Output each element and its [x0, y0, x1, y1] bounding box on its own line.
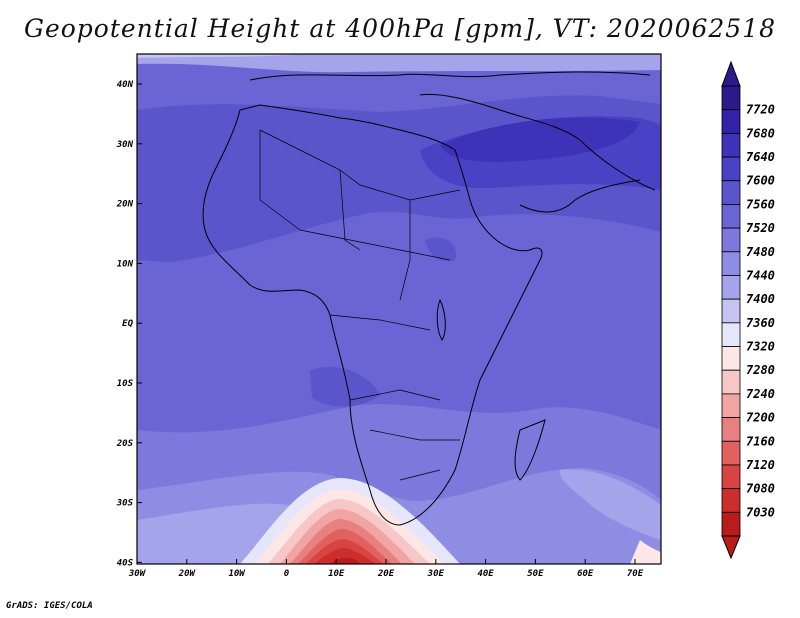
colorbar-label: 7640	[746, 150, 775, 164]
colorbar-segment	[721, 488, 741, 513]
colorbar-segment	[721, 369, 741, 395]
colorbar-segment	[721, 275, 741, 300]
longitude-label: 20E	[377, 569, 395, 579]
colorbar-segment	[721, 132, 741, 158]
latitude-label: 40N	[117, 80, 134, 90]
colorbar-segment	[721, 85, 741, 111]
colorbar-label: 7120	[746, 458, 775, 472]
colorbar-segment	[721, 464, 741, 490]
longitude-axis: 30W 20W 10W 0 10E 20E 30E 40E 50E 60E 70E	[128, 559, 644, 579]
colorbar-segment	[721, 180, 741, 205]
colorbar-label: 7480	[746, 245, 775, 259]
colorbar-segment	[721, 440, 741, 466]
colorbar: 7720 7680 7640 7600 7560 7520 7480 7440 7400 7360…	[721, 60, 775, 560]
longitude-label: 40E	[477, 569, 494, 579]
latitude-label: 30N	[116, 140, 134, 150]
colorbar-label: 7400	[746, 292, 775, 306]
colorbar-segment	[721, 156, 741, 182]
latitude-label: 20S	[116, 439, 134, 449]
country-borders	[259, 129, 461, 481]
height-field	[137, 54, 661, 564]
chart-title: Geopotential Height at 400hPa [gpm], VT:…	[23, 14, 777, 43]
colorbar-label: 7520	[746, 221, 775, 235]
colorbar-label: 7030	[746, 505, 775, 519]
colorbar-segment	[721, 298, 741, 324]
colorbar-label: 7320	[746, 340, 775, 354]
colorbar-label: 7280	[746, 363, 775, 377]
colorbar-label: 7680	[746, 126, 775, 140]
colorbar-segment	[721, 417, 741, 442]
longitude-label: 0	[284, 569, 290, 579]
latitude-label: 10S	[117, 379, 134, 389]
coastlines	[202, 71, 656, 526]
latitude-label: EQ	[122, 319, 133, 329]
longitude-label: 70E	[627, 569, 644, 579]
footer-credit: GrADS: IGES/COLA	[6, 601, 93, 611]
latitude-label: 30S	[116, 499, 134, 509]
colorbar-segment	[721, 109, 741, 134]
latitude-label: 20N	[116, 200, 134, 210]
longitude-label: 10E	[328, 569, 345, 579]
latitude-axis: 40N 30N 20N 10N EQ 10S 20S 30S 40S	[116, 80, 142, 568]
colorbar-label: 7200	[746, 411, 775, 425]
longitude-label: 50E	[527, 569, 544, 579]
colorbar-segment	[721, 204, 741, 229]
colorbar-label: 7600	[746, 174, 775, 188]
colorbar-label: 7240	[746, 387, 775, 401]
longitude-label: 60E	[577, 569, 594, 579]
colorbar-segment	[721, 511, 741, 537]
colorbar-label: 7160	[746, 434, 775, 448]
colorbar-segment	[721, 251, 741, 276]
map-frame	[136, 53, 662, 565]
longitude-label: 20W	[178, 569, 197, 579]
longitude-label: 10W	[228, 569, 246, 579]
longitude-label: 30W	[128, 569, 147, 579]
colorbar-label: 7720	[746, 103, 775, 117]
latitude-label: 40S	[117, 558, 134, 568]
colorbar-label: 7080	[746, 482, 775, 496]
colorbar-label: 7560	[746, 197, 775, 211]
colorbar-segment	[721, 393, 741, 418]
colorbar-segment	[721, 227, 741, 253]
colorbar-segment	[721, 346, 741, 371]
colorbar-label: 7440	[746, 268, 775, 282]
colorbar-label: 7360	[746, 316, 775, 330]
colorbar-segment	[721, 322, 741, 347]
longitude-label: 30E	[427, 569, 445, 579]
latitude-label: 10N	[117, 259, 134, 269]
colorbar-max-arrow	[721, 60, 741, 87]
colorbar-min-arrow	[721, 535, 741, 560]
